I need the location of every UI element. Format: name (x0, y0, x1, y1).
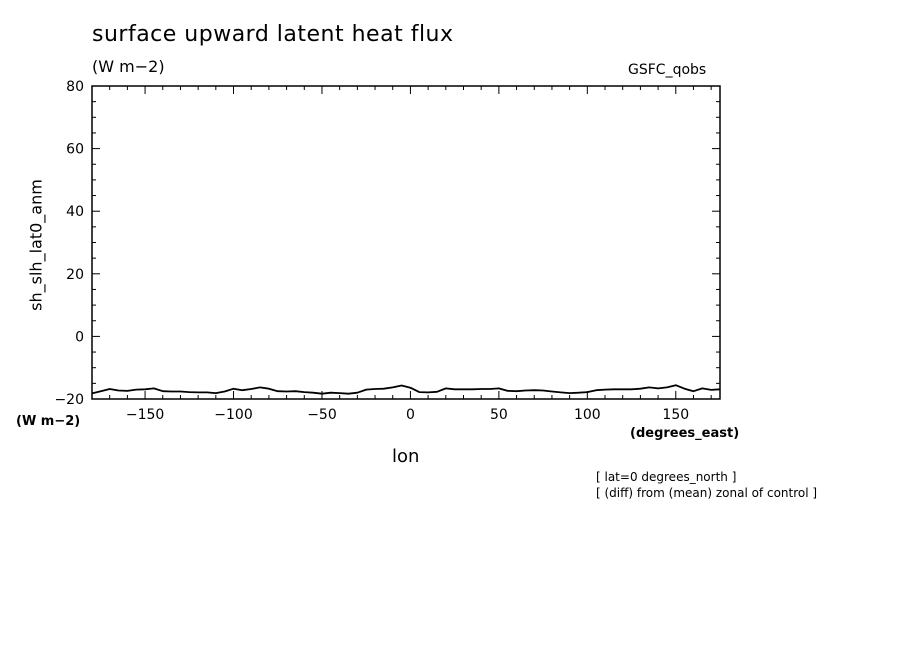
y-tick-label: 60 (66, 142, 84, 158)
x-tick-label: 0 (406, 407, 415, 423)
y-axis-units: (W m−2) (16, 414, 81, 429)
title-units: (W m−2) (92, 57, 165, 76)
x-tick-label: −150 (126, 407, 164, 423)
x-tick-label: 150 (662, 407, 689, 423)
x-axis-units: (degrees_east) (630, 426, 740, 441)
x-tick-label: −50 (307, 407, 337, 423)
y-tick-label: 80 (66, 79, 84, 95)
note-difference: [ (diff) from (mean) zonal of control ] (596, 486, 818, 500)
y-tick-label: 0 (75, 329, 84, 345)
series-line (91, 384, 721, 395)
x-tick-label: −100 (214, 407, 252, 423)
chart-title: surface upward latent heat flux (92, 22, 454, 47)
plot-frame (91, 85, 721, 400)
y-tick-label: −20 (54, 392, 84, 408)
x-tick-label: 50 (490, 407, 508, 423)
y-tick-label: 40 (66, 204, 84, 220)
y-tick-label: 20 (66, 267, 84, 283)
source-label: GSFC_qobs (628, 62, 707, 78)
x-axis-label: lon (392, 446, 420, 467)
note-latitude: [ lat=0 degrees_north ] (596, 470, 737, 484)
x-tick-label: 100 (574, 407, 601, 423)
